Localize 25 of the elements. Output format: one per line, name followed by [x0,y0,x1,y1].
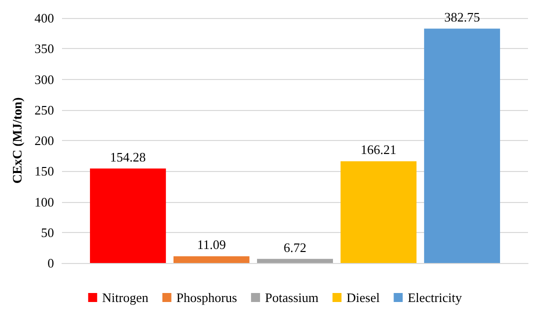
y-tick-label: 150 [34,164,54,179]
data-label: 6.72 [284,240,306,255]
y-tick-label: 100 [34,194,54,210]
legend-label: Electricity [408,290,462,305]
y-tick-label: 0 [48,256,54,270]
y-tick-label: 300 [34,72,54,87]
bar [340,161,417,263]
data-label: 154.28 [110,150,146,165]
legend-label: Phosphorus [176,290,238,305]
legend-label: Potassium [265,290,319,305]
data-label: 166.21 [360,142,396,158]
y-tick-label: 400 [34,10,54,26]
bar [257,258,333,263]
data-label: 11.09 [197,237,226,252]
bar [90,168,166,263]
bar [173,256,250,263]
y-tick-label: 350 [34,41,54,56]
bar [424,28,500,263]
y-axis-title: CExC (MJ/ton) [10,97,25,184]
y-tick-label: 200 [34,133,54,148]
y-tick-label: 50 [41,224,54,240]
y-tick-label: 250 [34,102,54,118]
legend-label: Nitrogen [102,290,149,305]
legend-label: Diesel [346,290,380,305]
data-label: 382.75 [444,10,480,25]
